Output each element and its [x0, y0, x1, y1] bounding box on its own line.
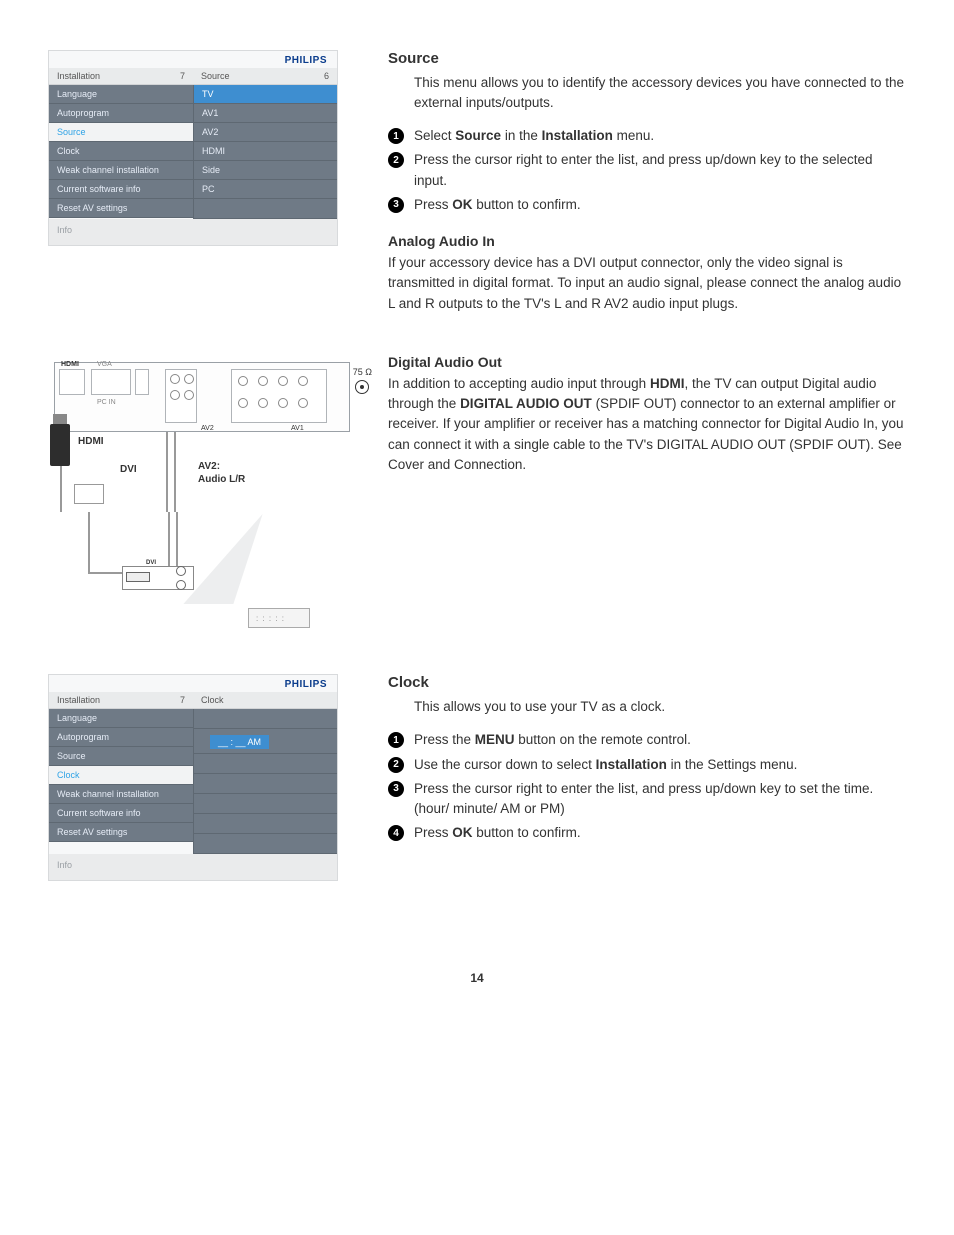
analog-section: Analog Audio In If your accessory device… — [388, 233, 906, 314]
step-text: Press OK button to confirm. — [414, 195, 581, 215]
pcin-label: PC IN — [97, 399, 116, 406]
analog-body: If your accessory device has a DVI outpu… — [388, 253, 906, 314]
menu-info: Info — [49, 854, 337, 880]
hdmi-label: HDMI — [61, 361, 79, 368]
digital-section: Digital Audio Out In addition to accepti… — [388, 354, 906, 475]
menu-item: Reset AV settings — [49, 823, 193, 842]
step-number-icon: 3 — [388, 197, 404, 213]
antenna-icon: 75 Ω — [353, 368, 372, 394]
menu-left-count: 7 — [180, 71, 185, 81]
row-digital: HDMI VGA PC IN AV2 — [48, 354, 906, 634]
av1-label: AV1 — [291, 425, 304, 432]
menu-item: Source — [49, 123, 193, 142]
menu-item: Weak channel installation — [49, 785, 193, 804]
step-text: Press the MENU button on the remote cont… — [414, 730, 691, 750]
clock-heading: Clock — [388, 674, 906, 691]
source-heading: Source — [388, 50, 906, 67]
menu-screenshot-clock: PHILIPS Installation 7 LanguageAutoprogr… — [48, 674, 338, 881]
menu-item: PC — [193, 180, 337, 199]
menu-right-header: Clock — [193, 692, 337, 709]
menu-item: Language — [49, 85, 193, 104]
menu-item: TV — [193, 85, 337, 104]
menu-item: Weak channel installation — [49, 161, 193, 180]
brand-label: PHILIPS — [49, 675, 337, 692]
menu-item: Clock — [49, 142, 193, 161]
clock-intro: This allows you to use your TV as a cloc… — [414, 697, 906, 717]
analog-heading: Analog Audio In — [388, 233, 906, 249]
digital-heading: Digital Audio Out — [388, 354, 906, 370]
step-number-icon: 3 — [388, 781, 404, 797]
menu-right-title: Source — [201, 71, 230, 81]
step-text: Press the cursor right to enter the list… — [414, 779, 906, 820]
menu-left-header: Installation 7 — [49, 68, 193, 85]
menu-item: Clock — [49, 766, 193, 785]
row-clock: PHILIPS Installation 7 LanguageAutoprogr… — [48, 674, 906, 881]
av2-label: AV2 — [201, 425, 214, 432]
menu-info: Info — [49, 219, 337, 245]
clock-steps: 1 Press the MENU button on the remote co… — [388, 730, 906, 843]
menu-right-count: 6 — [324, 71, 329, 81]
page-number: 14 — [48, 971, 906, 985]
dvi-callout: DVI — [120, 464, 137, 475]
source-steps: 1 Select Source in the Installation menu… — [388, 126, 906, 215]
menu-item: Language — [49, 709, 193, 728]
dvi-port-label: DVI — [146, 560, 156, 566]
menu-item: Current software info — [49, 804, 193, 823]
menu-item: Source — [49, 747, 193, 766]
step-text: Press OK button to confirm. — [414, 823, 581, 843]
menu-item: Side — [193, 161, 337, 180]
step-text: Use the cursor down to select Installati… — [414, 755, 797, 775]
row-source: PHILIPS Installation 7 LanguageAutoprogr… — [48, 50, 906, 314]
digital-body: In addition to accepting audio input thr… — [388, 374, 906, 475]
menu-item: AV1 — [193, 104, 337, 123]
menu-right-title: Clock — [201, 695, 224, 705]
menu-item: AV2 — [193, 123, 337, 142]
step-number-icon: 1 — [388, 732, 404, 748]
step-number-icon: 2 — [388, 757, 404, 773]
menu-item: Autoprogram — [49, 104, 193, 123]
menu-left-title: Installation — [57, 695, 100, 705]
menu-item: HDMI — [193, 142, 337, 161]
step-number-icon: 1 — [388, 128, 404, 144]
manual-page: PHILIPS Installation 7 LanguageAutoprogr… — [48, 50, 906, 985]
hdmi-plug-icon — [50, 424, 70, 466]
menu-right-header: Source 6 — [193, 68, 337, 85]
menu-item: Reset AV settings — [49, 199, 193, 218]
clock-value: __ : __ AM — [210, 735, 269, 749]
source-intro: This menu allows you to identify the acc… — [414, 73, 906, 112]
menu-left-title: Installation — [57, 71, 100, 81]
connection-diagram: HDMI VGA PC IN AV2 — [48, 354, 368, 634]
menu-screenshot-source: PHILIPS Installation 7 LanguageAutoprogr… — [48, 50, 338, 246]
menu-item: Autoprogram — [49, 728, 193, 747]
menu-item: Current software info — [49, 180, 193, 199]
brand-label: PHILIPS — [49, 51, 337, 68]
menu-left-count: 7 — [180, 695, 185, 705]
menu-left-header: Installation 7 — [49, 692, 193, 709]
step-text: Press the cursor right to enter the list… — [414, 150, 906, 191]
vga-label: VGA — [97, 361, 112, 368]
hdmi-callout: HDMI — [78, 436, 104, 447]
step-number-icon: 4 — [388, 825, 404, 841]
av2-audio-callout: AV2: Audio L/R — [198, 460, 245, 486]
step-number-icon: 2 — [388, 152, 404, 168]
step-text: Select Source in the Installation menu. — [414, 126, 654, 146]
